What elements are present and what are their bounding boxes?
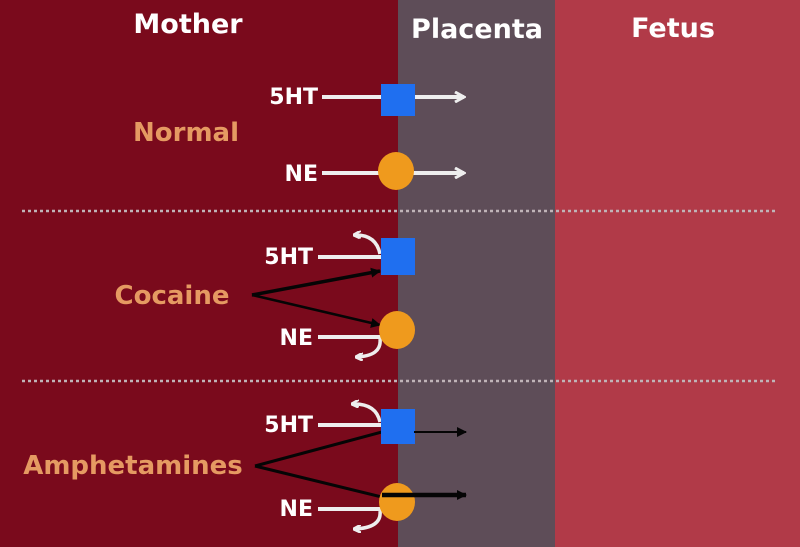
efflux-arrow-ne-cocaine	[356, 338, 382, 357]
label-5ht-amphetamines: 5HT	[264, 413, 313, 438]
blue-square-transporter-icon	[381, 409, 415, 444]
blue-square-transporter-icon	[381, 238, 415, 275]
mother-header: Mother	[133, 9, 243, 40]
drug-line-5ht-amphetamines	[254, 430, 383, 468]
drug-block-arrow-5ht-cocaine	[251, 267, 381, 297]
condition-label-amphetamines: Amphetamines	[23, 451, 243, 481]
orange-circle-transporter-icon	[379, 311, 415, 349]
fetus-region	[555, 0, 800, 547]
condition-label-cocaine: Cocaine	[115, 281, 230, 311]
drug-line-ne-amphetamines	[254, 464, 383, 499]
orange-circle-transporter-icon	[379, 483, 415, 521]
efflux-arrow-5ht-amphetamines	[352, 404, 382, 423]
efflux-arrow-ne-amphetamines	[354, 510, 382, 529]
placenta-header: Placenta	[411, 14, 543, 45]
efflux-arrow-5ht-cocaine	[354, 235, 382, 255]
label-ne-normal: NE	[285, 162, 318, 187]
label-5ht-cocaine: 5HT	[264, 245, 313, 270]
mother-region	[0, 0, 398, 547]
blue-square-transporter-icon	[381, 84, 415, 116]
fetus-header: Fetus	[631, 13, 715, 44]
condition-label-normal: Normal	[133, 118, 239, 148]
drug-block-arrow-ne-cocaine	[251, 293, 381, 328]
label-ne-cocaine: NE	[280, 326, 313, 351]
label-ne-amphetamines: NE	[280, 497, 313, 522]
placenta-region	[398, 0, 555, 547]
orange-circle-transporter-icon	[378, 152, 414, 190]
label-5ht-normal: 5HT	[269, 85, 318, 110]
